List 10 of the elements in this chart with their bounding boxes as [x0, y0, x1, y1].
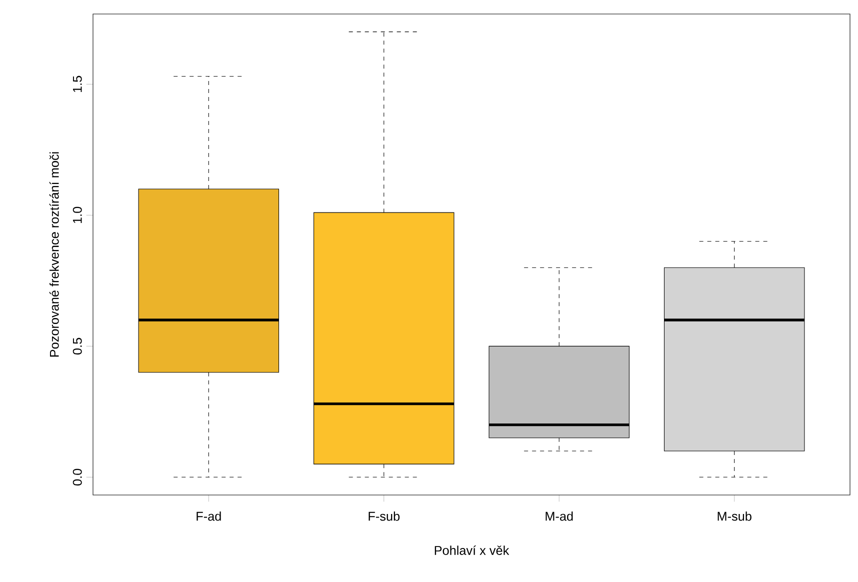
y-tick-label: 1.5	[73, 76, 82, 92]
y-tick-label: 1.0	[72, 206, 82, 224]
x-axis-title: Pohlaví x věk	[434, 545, 510, 555]
x-tick-label: F-ad	[196, 511, 221, 521]
y-tick-label: 0.5	[72, 338, 82, 354]
x-tick-label: M-sub	[718, 511, 752, 521]
x-tick-label: M-ad	[546, 511, 573, 521]
y-tick-label: 0.0	[72, 468, 82, 486]
x-tick-label: F-sub	[368, 511, 400, 521]
y-axis-title: Pozorované frekvence roztírání moči	[49, 152, 59, 357]
